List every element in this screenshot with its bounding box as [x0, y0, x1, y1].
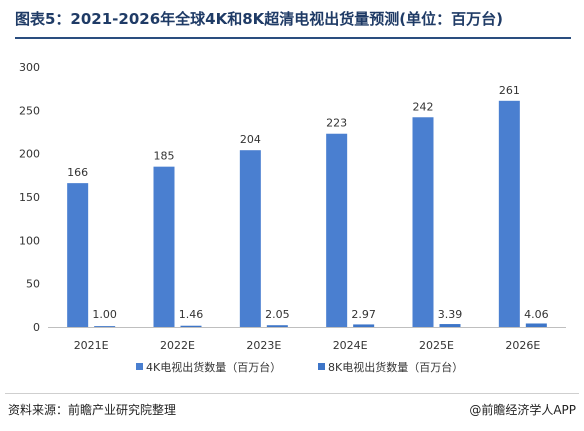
x-tick-label: 2021E	[74, 339, 109, 352]
legend-label-8k: 8K电视出货数量（百万台）	[328, 360, 463, 374]
y-tick-label: 300	[19, 61, 40, 74]
data-label-4k: 242	[413, 100, 434, 113]
y-tick-label: 150	[19, 191, 40, 204]
bar-8k	[180, 325, 202, 327]
bar-8k	[439, 324, 461, 327]
data-label-8k: 1.46	[179, 308, 204, 321]
source-note: 资料来源：前瞻产业研究院整理	[8, 403, 177, 417]
bar-4k	[498, 100, 520, 327]
bar-4k	[412, 117, 434, 328]
legend-swatch-8k	[318, 363, 325, 370]
bar-4k	[239, 150, 261, 327]
bar-8k	[266, 325, 288, 327]
y-tick-label: 250	[19, 104, 40, 117]
data-label-4k: 185	[154, 150, 175, 163]
y-tick-label: 200	[19, 148, 40, 161]
bar-4k	[153, 166, 175, 327]
footer-divider	[5, 393, 579, 394]
x-tick-label: 2024E	[333, 339, 368, 352]
data-label-4k: 223	[326, 117, 347, 130]
x-tick-label: 2025E	[419, 339, 454, 352]
data-label-8k: 1.00	[92, 308, 117, 321]
chart-title: 图表5：2021-2026年全球4K和8K超清电视出货量预测(单位：百万台)	[15, 10, 503, 28]
title-divider	[15, 37, 571, 39]
legend-swatch-4k	[136, 363, 143, 370]
data-label-4k: 166	[67, 166, 88, 179]
data-label-4k: 261	[499, 84, 520, 97]
data-label-8k: 4.06	[524, 308, 549, 321]
data-label-4k: 204	[240, 133, 261, 146]
y-tick-label: 50	[26, 278, 40, 291]
x-tick-label: 2022E	[160, 339, 195, 352]
bar-chart: 0 50 100 150 200 250 300 166 1.00 2021E 185 1.46 202…	[19, 61, 566, 374]
bar-8k	[525, 323, 547, 327]
x-tick-label: 2026E	[505, 339, 540, 352]
data-label-8k: 2.97	[351, 308, 376, 321]
y-tick-label: 100	[19, 234, 40, 247]
publisher-credit: @前瞻经济学人APP	[469, 403, 576, 417]
bar-8k	[353, 324, 375, 327]
bar-4k	[67, 183, 89, 327]
bar-8k	[94, 326, 116, 327]
data-label-8k: 2.05	[265, 308, 290, 321]
legend-label-4k: 4K电视出货数量（百万台）	[146, 360, 281, 374]
y-tick-label: 0	[33, 321, 40, 334]
bar-4k	[326, 133, 348, 327]
data-label-8k: 3.39	[438, 308, 463, 321]
x-tick-label: 2023E	[246, 339, 281, 352]
